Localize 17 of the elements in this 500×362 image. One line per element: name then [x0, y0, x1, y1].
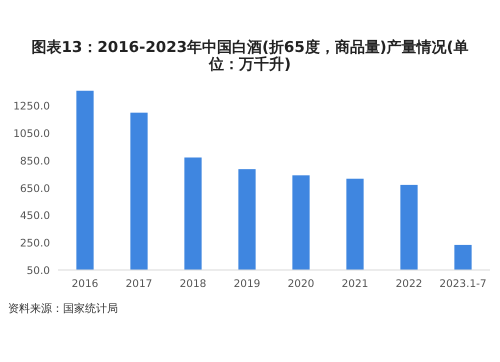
y-tick-label: 450.0 — [20, 210, 50, 222]
x-tick-label: 2021 — [342, 278, 368, 290]
text: 资料来源：国家统计局 — [8, 302, 118, 315]
y-tick-label: 50.0 — [26, 265, 50, 277]
x-tick-label: 2018 — [180, 278, 206, 290]
chart-title: 图表13：2016-2023年中国白酒(折65度，商品量)产量情况(单位：万千升) — [31, 38, 469, 73]
y-tick-label: 1050.0 — [13, 128, 50, 140]
y-tick-label: 250.0 — [20, 238, 50, 250]
x-tick-label: 2019 — [234, 278, 260, 290]
y-tick-label: 1250.0 — [13, 100, 50, 113]
x-tick-label: 2017 — [126, 278, 152, 290]
y-tick-label: 850.0 — [20, 155, 50, 168]
x-tick-label: 2016 — [72, 278, 99, 290]
x-tick-label: 2022 — [396, 278, 422, 290]
x-tick-label: 2020 — [288, 278, 314, 290]
x-tick-label: 2023.1-7 — [439, 278, 487, 290]
y-tick-label: 650.0 — [20, 182, 50, 195]
